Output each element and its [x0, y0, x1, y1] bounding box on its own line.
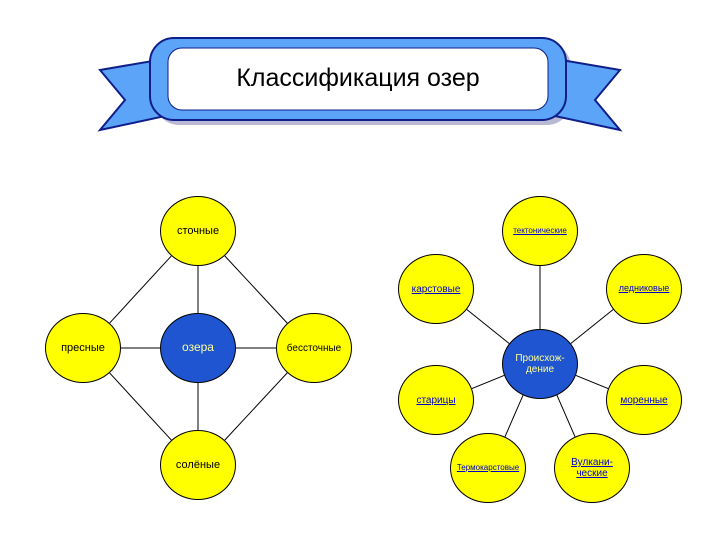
node-karst[interactable]: карстовые — [398, 254, 474, 324]
node-vulkan[interactable]: Вулкани- ческие — [554, 433, 630, 503]
node-label-proishojdenie: Происхож- дение — [503, 353, 577, 375]
node-ledn[interactable]: ледниковые — [606, 254, 682, 324]
node-moren[interactable]: моренные — [606, 365, 682, 435]
node-solenye: солёные — [160, 430, 236, 500]
node-ozera: озера — [160, 313, 236, 383]
page-title: Классификация озер — [168, 48, 548, 110]
node-staricy[interactable]: старицы — [398, 365, 474, 435]
node-label-presnye: пресные — [46, 342, 120, 354]
node-label-karst: карстовые — [399, 284, 473, 295]
node-stochnye: сточные — [160, 196, 236, 266]
node-label-stochnye: сточные — [161, 225, 235, 237]
diagram-canvas: Классификация озер озера пресные бессточны… — [0, 0, 720, 540]
title-text: Классификация озер — [168, 65, 548, 93]
node-presnye: пресные — [45, 313, 121, 383]
node-label-moren: моренные — [607, 395, 681, 406]
node-proishojdenie: Происхож- дение — [502, 329, 578, 399]
node-label-ozera: озера — [161, 341, 235, 354]
node-label-termo: Термокарстовые — [451, 464, 525, 473]
node-label-vulkan: Вулкани- ческие — [555, 457, 629, 479]
node-label-tekton: тектонические — [503, 227, 577, 236]
node-label-besstochnye: бессточные — [277, 343, 351, 354]
node-label-ledn: ледниковые — [607, 284, 681, 294]
node-besstochnye: бессточные — [276, 313, 352, 383]
node-tekton[interactable]: тектонические — [502, 196, 578, 266]
node-label-solenye: солёные — [161, 459, 235, 471]
node-termo[interactable]: Термокарстовые — [450, 433, 526, 503]
node-label-staricy: старицы — [399, 395, 473, 406]
